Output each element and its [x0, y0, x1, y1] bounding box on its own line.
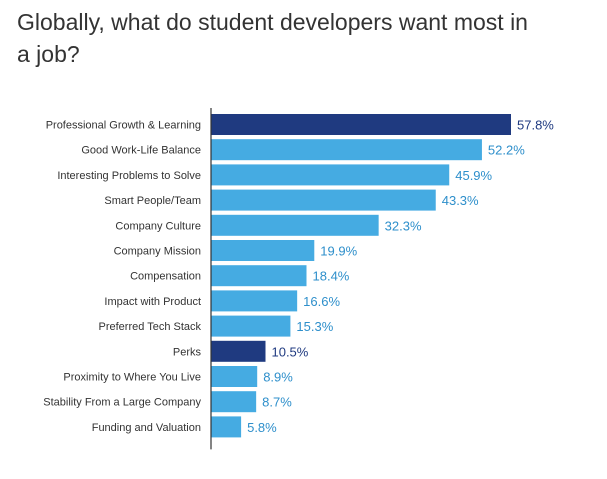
value-label: 52.2% — [488, 143, 525, 158]
value-label: 8.9% — [263, 370, 293, 385]
value-label: 32.3% — [385, 218, 422, 233]
value-label: 5.8% — [247, 420, 277, 435]
bar — [211, 189, 436, 211]
bar — [211, 214, 379, 236]
bar — [211, 315, 291, 337]
bar — [211, 340, 266, 362]
value-label: 10.5% — [271, 344, 308, 359]
bars-group — [211, 114, 511, 438]
bar — [211, 240, 315, 261]
value-label: 15.3% — [296, 319, 333, 334]
category-label: Proximity to Where You Live — [63, 372, 201, 384]
value-label: 8.7% — [262, 395, 292, 410]
category-label: Interesting Problems to Solve — [57, 170, 201, 182]
bar — [211, 139, 482, 161]
category-label: Compensation — [130, 271, 201, 283]
value-label: 16.6% — [303, 294, 340, 309]
chart-title: Globally, what do student developers wan… — [17, 9, 528, 67]
value-label: 19.9% — [320, 244, 357, 259]
bar — [211, 416, 242, 438]
value-label: 43.3% — [442, 193, 479, 208]
bar — [211, 114, 511, 135]
bar — [211, 265, 307, 287]
value-label: 57.8% — [517, 118, 554, 133]
category-label: Preferred Tech Stack — [98, 321, 201, 333]
category-label: Stability From a Large Company — [43, 397, 201, 409]
category-label: Company Mission — [114, 246, 201, 258]
category-label: Professional Growth & Learning — [46, 120, 201, 132]
category-label: Company Culture — [115, 220, 201, 232]
category-label: Good Work-Life Balance — [81, 145, 201, 157]
value-label: 45.9% — [455, 168, 492, 183]
category-label: Perks — [173, 346, 202, 358]
category-label: Funding and Valuation — [92, 422, 201, 434]
bar — [211, 164, 450, 186]
bar — [211, 366, 258, 387]
category-label: Impact with Product — [104, 296, 201, 308]
bar — [211, 290, 298, 312]
value-labels-group: 57.8% 52.2% 45.9% 43.3% 32.3% 19.9% 18.4% 16.6%… — [247, 118, 554, 435]
category-labels-group: Professional Growth & Learning Good Work-… — [43, 120, 201, 434]
bar — [211, 391, 257, 413]
value-label: 18.4% — [313, 269, 350, 284]
category-label: Smart People/Team — [104, 195, 201, 207]
